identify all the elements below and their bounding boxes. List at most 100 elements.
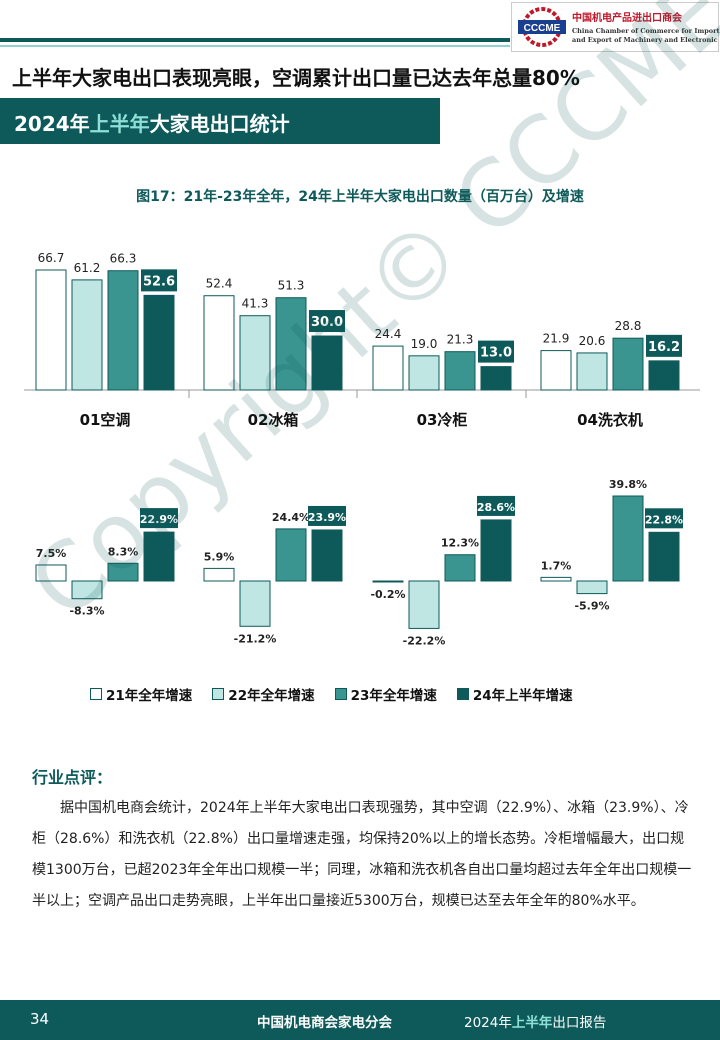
footer-report-prefix: 2024年 xyxy=(464,1015,512,1031)
category-label: 04洗衣机 xyxy=(577,411,643,429)
data-label: 61.2 xyxy=(74,261,101,275)
legend-item-23: 23年全年增速 xyxy=(334,684,437,704)
data-label: 41.3 xyxy=(242,297,269,311)
bar-growth xyxy=(239,580,271,627)
bar-quantity xyxy=(540,350,572,391)
legend-label: 23年全年增速 xyxy=(350,688,437,704)
bar-quantity xyxy=(107,270,139,391)
data-label: 30.0 xyxy=(311,315,343,330)
data-label: -5.9% xyxy=(574,600,609,613)
legend-swatch-22 xyxy=(212,688,225,700)
bar-quantity xyxy=(311,335,343,391)
bar-growth xyxy=(311,529,343,582)
category-label: 02冰箱 xyxy=(248,411,299,429)
logo-chinese-name: 中国机电产品进出口商会 xyxy=(572,13,682,24)
data-label: -8.3% xyxy=(69,605,104,618)
cccme-emblem-icon: CCCME xyxy=(518,7,566,47)
data-label: 28.6% xyxy=(477,501,515,514)
legend-label: 21年全年增速 xyxy=(106,688,193,704)
bar-quantity xyxy=(239,315,271,391)
bar-growth xyxy=(71,580,103,600)
data-label: 52.6 xyxy=(143,274,175,289)
logo-english-line1: China Chamber of Commerce for Import xyxy=(572,27,720,35)
bar-growth xyxy=(408,580,440,629)
bar-quantity xyxy=(35,269,67,391)
data-label-box xyxy=(646,334,682,357)
logo-abbr: CCCME xyxy=(524,23,561,34)
data-label: 22.8% xyxy=(645,513,683,526)
legend-item-24: 24年上半年增速 xyxy=(456,684,573,704)
bar-growth xyxy=(107,562,139,582)
legend-item-22: 22年全年增速 xyxy=(212,684,315,704)
data-label: -21.2% xyxy=(234,632,277,645)
legend-item-21: 21年全年增速 xyxy=(90,684,192,704)
data-label: 23.9% xyxy=(308,511,346,524)
data-label: 1.7% xyxy=(541,559,572,572)
data-label-box xyxy=(645,508,683,529)
legend-label: 24年上半年增速 xyxy=(472,688,573,704)
data-label: 52.4 xyxy=(206,277,233,291)
footer-report-suffix: 出口报告 xyxy=(552,1015,607,1031)
bar-growth xyxy=(540,576,572,582)
data-label: 24.4 xyxy=(375,327,402,341)
bar-quantity xyxy=(408,355,440,391)
bar-growth xyxy=(275,528,307,582)
footer-org: 中国机电商会家电分会 xyxy=(257,1015,392,1031)
bar-growth xyxy=(444,554,476,582)
legend-swatch-21 xyxy=(90,688,102,700)
comment-body: 据中国机电商会统计，2024年上半年大家电出口表现强势，其中空调（22.9%）、… xyxy=(32,800,692,909)
data-label-box xyxy=(309,310,345,333)
bar-quantity xyxy=(576,352,608,391)
data-label-box xyxy=(140,508,178,529)
bar-quantity xyxy=(275,297,307,391)
data-label: 20.6 xyxy=(579,334,606,348)
header-rule-light xyxy=(0,45,510,47)
legend-swatch-23 xyxy=(334,688,347,700)
section-title-prefix: 2024年 xyxy=(14,112,90,136)
data-label: 66.7 xyxy=(38,251,65,265)
data-label: 5.9% xyxy=(204,550,235,563)
bar-quantity xyxy=(71,279,103,391)
data-label: 13.0 xyxy=(480,346,512,361)
bar-quantity xyxy=(143,294,175,391)
data-label: 16.2 xyxy=(648,340,680,355)
category-label: 03冷柜 xyxy=(417,411,468,429)
footer-report: 2024年上半年出口报告 xyxy=(464,1011,606,1031)
bar-growth xyxy=(648,531,680,582)
data-label: 21.3 xyxy=(447,333,474,347)
bar-quantity xyxy=(612,337,644,391)
page-number: 34 xyxy=(30,1010,50,1028)
header-rule xyxy=(0,38,510,42)
bar-quantity xyxy=(372,345,404,391)
data-label: 7.5% xyxy=(36,547,67,560)
bar-quantity xyxy=(203,295,235,391)
bar-quantity xyxy=(444,351,476,391)
bar-growth xyxy=(143,531,175,582)
data-label: 22.9% xyxy=(140,513,178,526)
bar-quantity xyxy=(648,360,680,391)
data-label: 51.3 xyxy=(278,279,305,293)
bar-growth xyxy=(576,580,608,595)
data-label: -0.2% xyxy=(370,588,405,601)
legend-label: 22年全年增速 xyxy=(228,688,315,704)
data-label-box xyxy=(477,495,515,516)
section-title-highlight: 上半年 xyxy=(89,112,150,136)
data-label: 19.0 xyxy=(411,337,438,351)
export-chart: 66.7 61.2 66.3 52.6 01空调 52.4 41.3 51.3 30.0 02冰箱… xyxy=(24,251,700,647)
bar-growth xyxy=(203,567,235,582)
data-label: 66.3 xyxy=(110,252,137,266)
data-label: 28.8 xyxy=(615,319,642,333)
bar-growth xyxy=(372,580,404,583)
data-label: 8.3% xyxy=(108,545,139,558)
bar-growth xyxy=(612,495,644,582)
page-headline: 上半年大家电出口表现亮眼，空调累计出口量已达去年总量80% xyxy=(12,66,580,90)
logo-english-line2: and Export of Machinery and Electronic P… xyxy=(572,36,720,44)
cccme-logo: CCCME 中国机电产品进出口商会 China Chamber of Comme… xyxy=(511,2,720,52)
data-label: -22.2% xyxy=(403,634,446,647)
data-label-box xyxy=(478,340,514,363)
category-label: 01空调 xyxy=(80,411,131,429)
comment-title: 行业点评： xyxy=(32,768,113,787)
bar-quantity xyxy=(480,366,512,391)
figure-title: 图17：21年-23年全年，24年上半年大家电出口数量（百万台）及增速 xyxy=(136,189,584,205)
data-label-box xyxy=(308,505,346,526)
